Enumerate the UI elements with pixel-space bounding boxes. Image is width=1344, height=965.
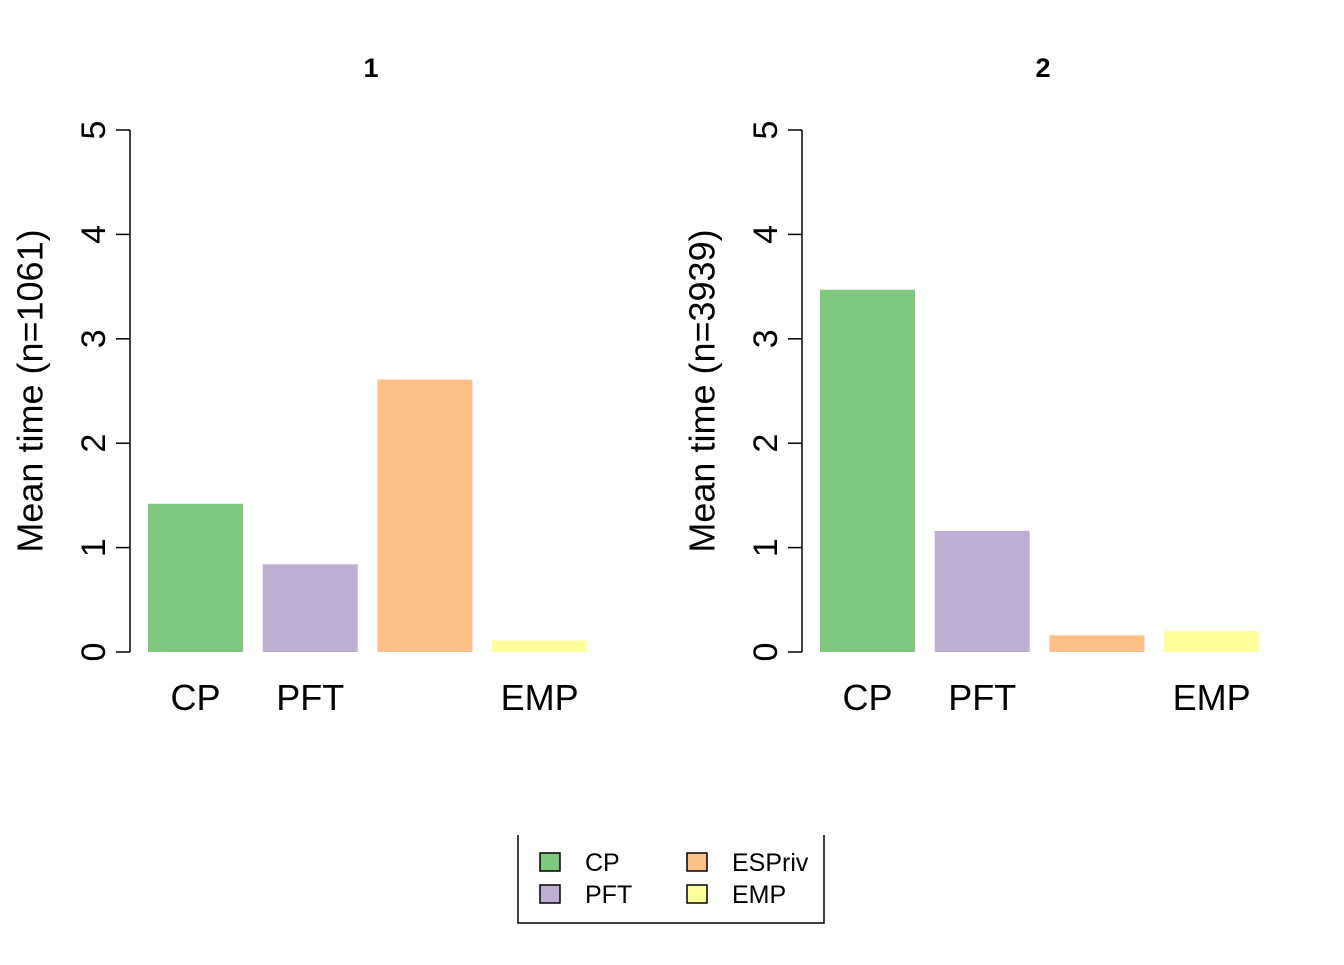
y-axis-title: Mean time (n=1061) (10, 229, 51, 552)
y-tick-label: 4 (747, 225, 785, 244)
bar-cp (820, 289, 915, 652)
bar-pft (934, 530, 1030, 652)
legend-box (517, 835, 825, 924)
y-tick-label: 1 (747, 538, 785, 557)
y-tick-label: 0 (747, 643, 785, 662)
legend-swatch (539, 884, 561, 904)
legend-label: EMP (732, 881, 786, 909)
y-tick-label: 2 (747, 434, 785, 453)
bar-cp (148, 503, 243, 652)
bar-espriv (377, 379, 473, 652)
legend-label: CP (585, 849, 620, 877)
legend-label: ESPriv (732, 849, 809, 877)
y-tick-label: 2 (75, 434, 113, 453)
y-axis-title: Mean time (n=3939) (682, 229, 723, 552)
legend-swatch (539, 852, 561, 872)
panel-title: 2 (1035, 53, 1050, 83)
x-category-label: CP (842, 677, 892, 718)
y-tick-label: 5 (747, 121, 785, 140)
legend-label: PFT (585, 881, 632, 909)
y-tick-label: 4 (75, 225, 113, 244)
x-category-label: EMP (501, 677, 579, 718)
y-tick-label: 5 (75, 121, 113, 140)
y-tick-label: 3 (75, 329, 113, 348)
bar-pft (262, 564, 358, 652)
legend-swatch (686, 852, 708, 872)
legend-swatch (686, 884, 708, 904)
y-tick-label: 3 (747, 329, 785, 348)
panel-title: 1 (363, 53, 378, 83)
x-category-label: CP (170, 677, 220, 718)
x-category-label: PFT (948, 677, 1016, 718)
bar-emp (492, 640, 588, 652)
y-tick-label: 1 (75, 538, 113, 557)
bar-emp (1164, 631, 1260, 652)
x-category-label: PFT (276, 677, 344, 718)
x-category-label: EMP (1173, 677, 1251, 718)
y-tick-label: 0 (75, 643, 113, 662)
bar-espriv (1049, 635, 1145, 652)
